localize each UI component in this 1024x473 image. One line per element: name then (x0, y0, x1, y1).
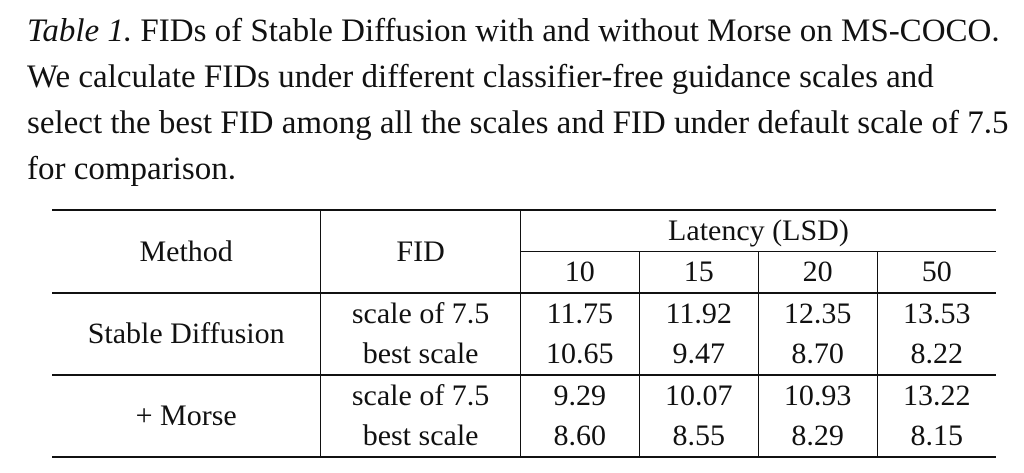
value-cell: 10.65 (519, 334, 640, 375)
value-cell: 8.55 (638, 416, 759, 457)
table-row: + Morse scale of 7.5 9.29 10.07 10.93 13… (52, 375, 996, 432)
value-cell-best: 8.22 (876, 334, 996, 375)
header-method: Method (139, 234, 233, 268)
value-cell: 9.47 (638, 334, 759, 375)
table-row: Stable Diffusion scale of 7.5 11.75 11.9… (52, 293, 996, 350)
caption-label: Table 1. (27, 13, 133, 49)
value-cell: 13.22 (876, 375, 996, 416)
table-row: best scale 10.65 9.47 8.70 8.22 (52, 334, 996, 375)
value-cell: 10.93 (757, 375, 878, 416)
setting-cell: scale of 7.5 (320, 293, 521, 334)
setting-cell: best scale (320, 334, 521, 375)
value-cell: 10.07 (638, 375, 759, 416)
value-cell: 13.53 (876, 293, 996, 334)
method-morse: + Morse (135, 399, 237, 432)
header-latency-15: 15 (638, 251, 759, 293)
header-fid: FID (320, 210, 521, 293)
caption-text: FIDs of Stable Diffusion with and withou… (27, 13, 1009, 187)
results-table: Method FID Latency (LSD) 10 15 20 50 Sta… (52, 209, 996, 458)
value-cell: 12.35 (757, 293, 878, 334)
value-cell: 8.70 (757, 334, 878, 375)
setting-cell: scale of 7.5 (320, 375, 521, 416)
header-latency-group: Latency (LSD) (519, 210, 996, 252)
header-latency-20: 20 (757, 251, 878, 293)
value-cell-best: 11.75 (519, 293, 640, 334)
table-row: best scale 8.60 8.55 8.29 8.15 (52, 416, 996, 457)
header-latency-50: 50 (876, 251, 996, 293)
value-cell: 8.60 (519, 416, 640, 457)
method-stable-diffusion: Stable Diffusion (87, 317, 285, 350)
table-caption: Table 1. FIDs of Stable Diffusion with a… (27, 8, 1017, 192)
value-cell-best: 8.15 (876, 416, 996, 457)
value-cell: 11.92 (638, 293, 759, 334)
setting-cell: best scale (320, 416, 521, 457)
header-latency-10: 10 (519, 251, 640, 293)
value-cell: 8.29 (757, 416, 878, 457)
value-cell-best: 9.29 (519, 375, 640, 416)
